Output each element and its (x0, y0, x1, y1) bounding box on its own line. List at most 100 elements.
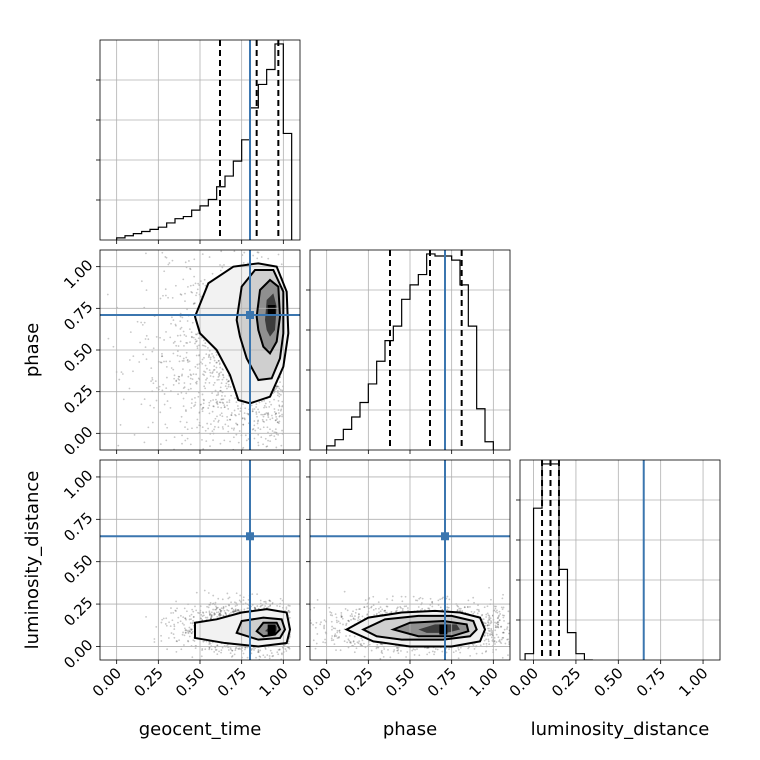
scatter-point (218, 362, 221, 365)
scatter-point (280, 263, 283, 266)
scatter-point (202, 406, 205, 409)
scatter-point (166, 426, 169, 429)
scatter-point (224, 395, 226, 397)
scatter-point (269, 428, 271, 431)
scatter-point (226, 387, 228, 390)
scatter-point (439, 598, 442, 601)
scatter-point (253, 420, 256, 422)
scatter-point (171, 259, 174, 262)
scatter-point (261, 413, 264, 416)
scatter-point (179, 334, 182, 337)
scatter-point (469, 654, 472, 657)
scatter-point (121, 373, 124, 375)
scatter-point (406, 607, 409, 609)
scatter-point (477, 604, 479, 607)
scatter-point (264, 600, 267, 603)
scatter-point (188, 328, 191, 331)
scatter-point (493, 609, 496, 612)
scatter-point (259, 605, 262, 608)
scatter-point (218, 608, 221, 611)
scatter-point (497, 615, 500, 618)
x-tick-label: 0.00 (89, 664, 125, 700)
scatter-point (501, 656, 504, 659)
scatter-point (350, 618, 352, 621)
scatter-point (193, 275, 196, 278)
scatter-point (209, 361, 211, 364)
scatter-point (173, 374, 176, 377)
scatter-point (194, 365, 197, 368)
scatter-point (280, 444, 283, 447)
scatter-point (255, 403, 258, 406)
scatter-point (204, 429, 207, 432)
scatter-point (192, 616, 195, 618)
scatter-point (155, 335, 158, 338)
scatter-point (351, 615, 354, 618)
scatter-point (238, 430, 241, 432)
scatter-point (352, 617, 355, 620)
scatter-point (200, 336, 203, 339)
scatter-point (184, 409, 187, 411)
scatter-point (277, 422, 280, 425)
scatter-point (336, 629, 339, 632)
scatter-point (431, 650, 434, 653)
scatter-point (473, 611, 476, 613)
scatter-point (338, 629, 341, 632)
scatter-point (189, 284, 192, 287)
scatter-point (188, 360, 191, 363)
scatter-point (231, 610, 234, 613)
scatter-point (274, 428, 277, 431)
scatter-point (391, 595, 394, 598)
scatter-point (187, 285, 189, 288)
scatter-point (277, 385, 280, 388)
scatter-point (208, 369, 211, 372)
scatter-point (203, 589, 206, 592)
scatter-point (221, 598, 224, 601)
scatter-point (221, 426, 224, 428)
scatter-point (276, 604, 279, 607)
scatter-point (193, 405, 195, 407)
scatter-point (195, 340, 197, 343)
scatter-point (203, 374, 206, 377)
scatter-point (178, 379, 181, 381)
scatter-point (396, 607, 398, 610)
scatter-point (191, 378, 194, 381)
scatter-point (439, 606, 442, 609)
scatter-point (233, 601, 236, 604)
scatter-point (259, 428, 262, 431)
scatter-point (392, 650, 395, 653)
x-tick-label: 0.25 (340, 664, 376, 700)
scatter-point (192, 619, 195, 622)
scatter-point (221, 646, 224, 649)
scatter-point (264, 402, 267, 405)
scatter-point (196, 418, 199, 421)
scatter-point (237, 647, 239, 650)
scatter-point (255, 413, 258, 415)
scatter-point (192, 639, 195, 642)
scatter-point (362, 642, 365, 645)
scatter-point (405, 605, 408, 608)
scatter-point (208, 643, 211, 645)
scatter-point (278, 420, 281, 423)
scatter-point (192, 616, 195, 618)
scatter-point (186, 428, 189, 431)
scatter-point (407, 609, 409, 612)
scatter-point (506, 626, 509, 629)
scatter-point (168, 621, 170, 624)
scatter-point (459, 651, 462, 654)
scatter-point (223, 439, 226, 442)
scatter-point (194, 282, 197, 285)
scatter-point (276, 394, 279, 397)
scatter-point (182, 631, 184, 634)
scatter-point (220, 609, 223, 612)
scatter-point (339, 649, 342, 652)
scatter-point (226, 404, 229, 407)
scatter-point (207, 347, 209, 349)
scatter-point (201, 615, 204, 618)
scatter-point (183, 386, 186, 389)
scatter-point (222, 614, 225, 617)
scatter-point (211, 430, 214, 433)
scatter-point (269, 600, 272, 603)
scatter-point (258, 401, 261, 404)
scatter-point (323, 619, 326, 622)
scatter-point (155, 625, 158, 628)
